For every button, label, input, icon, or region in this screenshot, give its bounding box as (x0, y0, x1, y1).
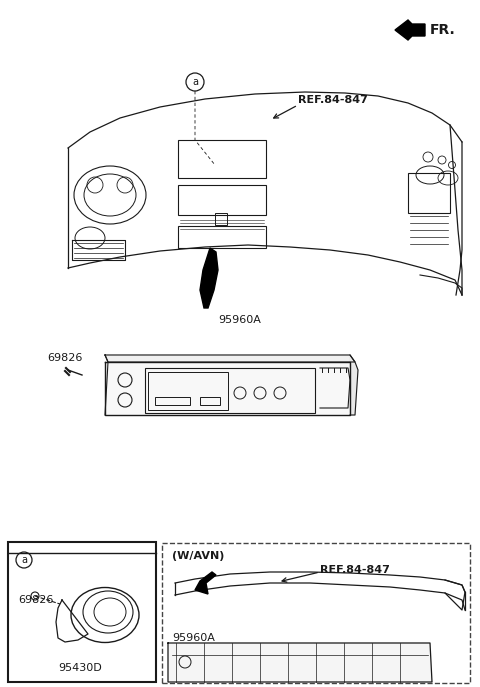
Text: 95430D: 95430D (58, 663, 102, 673)
Text: a: a (21, 555, 27, 565)
Bar (178, 226, 266, 248)
Polygon shape (105, 355, 355, 362)
Bar (408, 173, 450, 213)
Polygon shape (105, 362, 350, 415)
Text: REF.84-847: REF.84-847 (320, 565, 390, 575)
Text: 95960A: 95960A (172, 633, 215, 643)
Polygon shape (395, 20, 425, 40)
Bar (215, 213, 227, 225)
Bar (162, 543, 470, 683)
Bar (145, 368, 315, 413)
Polygon shape (168, 643, 432, 682)
Bar (148, 372, 228, 410)
Text: 95960A: 95960A (218, 315, 261, 325)
Polygon shape (195, 572, 216, 594)
Text: 69826: 69826 (18, 595, 53, 605)
Bar (178, 140, 266, 178)
Text: FR.: FR. (430, 23, 456, 37)
Bar (8, 542, 156, 682)
Bar (155, 397, 190, 405)
Text: REF.84-847: REF.84-847 (298, 95, 368, 105)
Polygon shape (350, 355, 358, 415)
Bar (200, 397, 220, 405)
Text: (W/AVN): (W/AVN) (172, 551, 224, 561)
Bar (178, 185, 266, 215)
Polygon shape (200, 248, 218, 308)
Text: 69826: 69826 (47, 353, 83, 363)
Text: a: a (192, 77, 198, 87)
